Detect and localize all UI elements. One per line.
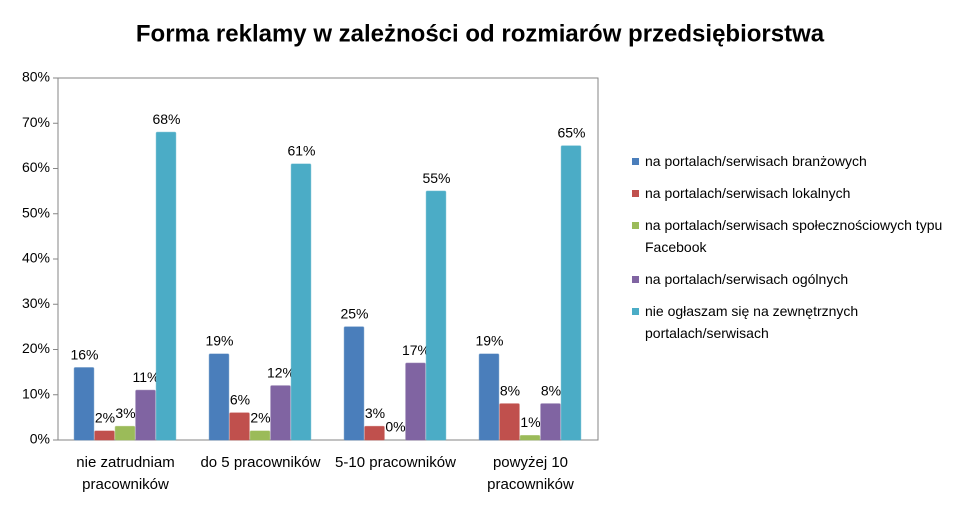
value-label: 8% (541, 383, 561, 399)
value-label: 1% (520, 414, 540, 430)
legend-label: nie ogłaszam się na zewnętrznych portala… (645, 303, 859, 341)
x-tick-label: do 5 pracowników (200, 454, 321, 471)
bar (155, 131, 177, 441)
bar (249, 430, 271, 441)
legend-label: na portalach/serwisach ogólnych (645, 271, 849, 287)
value-label: 3% (115, 405, 135, 421)
y-tick-label: 10% (22, 385, 50, 401)
y-tick-label: 70% (22, 114, 50, 130)
value-label: 17% (402, 342, 430, 358)
bar (229, 412, 250, 441)
value-label: 68% (152, 111, 180, 127)
legend-marker (632, 190, 639, 197)
bar (405, 362, 426, 441)
legend-marker (632, 158, 639, 165)
x-tick-label: nie zatrudniam pracowników (76, 454, 175, 493)
value-label: 6% (230, 392, 250, 408)
bar (94, 430, 115, 441)
legend-item: na portalach/serwisach ogólnych (632, 268, 952, 290)
value-label: 65% (557, 125, 585, 141)
chart-title: Forma reklamy w zależności od rozmiarów … (136, 20, 825, 47)
y-tick-label: 0% (30, 431, 50, 447)
bar (343, 326, 365, 441)
legend-label: na portalach/serwisach społecznościowych… (645, 217, 943, 255)
value-label: 25% (340, 306, 368, 322)
legend-marker (632, 308, 639, 315)
legend-item: nie ogłaszam się na zewnętrznych portala… (632, 300, 952, 344)
legend-item: na portalach/serwisach społecznościowych… (632, 214, 952, 258)
value-label: 3% (365, 405, 385, 421)
value-label: 2% (95, 410, 115, 426)
value-label: 11% (133, 369, 160, 385)
y-tick-label: 20% (22, 340, 50, 356)
value-label: 19% (205, 333, 233, 349)
bar (478, 353, 500, 441)
y-tick-label: 50% (22, 204, 50, 220)
legend-item: na portalach/serwisach lokalnych (632, 182, 952, 204)
legend: na portalach/serwisach branżowych na port… (632, 150, 952, 354)
y-tick-label: 80% (22, 69, 50, 85)
x-tick-label: powyżej 10 pracowników (487, 454, 574, 493)
y-tick-label: 30% (22, 295, 50, 311)
bar (364, 425, 385, 441)
y-tick-label: 40% (22, 250, 50, 266)
bar (270, 385, 291, 441)
value-label: 2% (250, 410, 270, 426)
bar (560, 145, 582, 441)
bar (135, 389, 156, 441)
value-label: 19% (475, 333, 503, 349)
legend-label: na portalach/serwisach branżowych (645, 153, 867, 169)
value-label: 8% (500, 383, 520, 399)
x-tick-label: 5-10 pracowników (335, 454, 456, 471)
bar (208, 353, 230, 441)
bar (425, 190, 447, 441)
legend-marker (632, 276, 639, 283)
bar (519, 434, 541, 441)
bar (114, 425, 136, 441)
bar (540, 403, 561, 441)
value-label: 0% (385, 419, 405, 435)
value-label: 55% (422, 170, 450, 186)
y-tick-label: 60% (22, 159, 50, 175)
legend-item: na portalach/serwisach branżowych (632, 150, 952, 172)
bar (290, 163, 312, 441)
value-label: 12% (267, 364, 295, 380)
bar (73, 367, 95, 441)
legend-label: na portalach/serwisach lokalnych (645, 185, 851, 201)
bar (499, 403, 520, 441)
value-label: 16% (70, 346, 98, 362)
legend-marker (632, 222, 639, 229)
value-label: 61% (287, 143, 315, 159)
